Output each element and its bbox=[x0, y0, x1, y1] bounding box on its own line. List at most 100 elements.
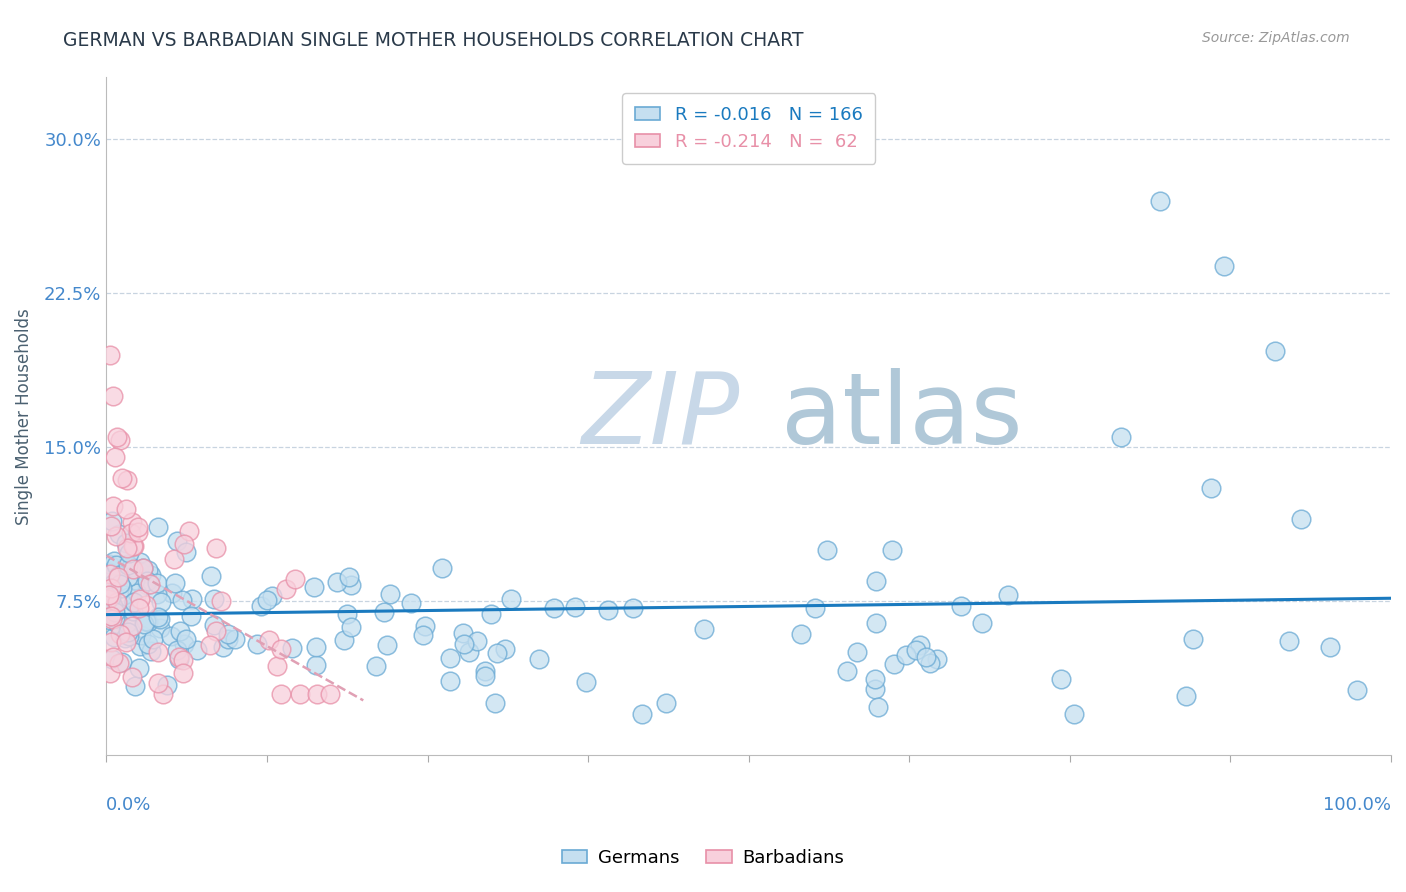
Point bbox=[117, 629, 139, 643]
Point bbox=[209, 594, 232, 608]
Point bbox=[412, 628, 434, 642]
Point bbox=[543, 601, 565, 615]
Point bbox=[100, 591, 122, 605]
Point bbox=[997, 589, 1019, 603]
Text: Source: ZipAtlas.com: Source: ZipAtlas.com bbox=[1202, 31, 1350, 45]
Point bbox=[98, 588, 121, 602]
Point bbox=[333, 632, 356, 647]
Point bbox=[107, 570, 129, 584]
Point bbox=[1174, 689, 1197, 703]
Point bbox=[128, 661, 150, 675]
Point bbox=[970, 615, 993, 630]
Point bbox=[249, 599, 271, 614]
Point bbox=[174, 632, 197, 647]
Point bbox=[1063, 707, 1085, 722]
Point bbox=[439, 650, 461, 665]
Point bbox=[174, 545, 197, 559]
Point bbox=[465, 634, 488, 648]
Point bbox=[120, 526, 142, 541]
Point bbox=[146, 645, 169, 659]
Point bbox=[117, 558, 139, 572]
Point bbox=[110, 627, 132, 641]
Point bbox=[904, 643, 927, 657]
Point bbox=[494, 641, 516, 656]
Point bbox=[186, 643, 208, 657]
Point bbox=[180, 609, 202, 624]
Point bbox=[97, 589, 120, 603]
Point bbox=[131, 560, 153, 574]
Point bbox=[101, 389, 124, 403]
Point bbox=[815, 543, 838, 558]
Point bbox=[115, 616, 138, 631]
Point bbox=[790, 627, 813, 641]
Point bbox=[1319, 640, 1341, 654]
Point bbox=[100, 634, 122, 648]
Point bbox=[115, 536, 138, 550]
Point bbox=[97, 565, 120, 579]
Point bbox=[135, 574, 157, 588]
Point bbox=[179, 524, 201, 538]
Point bbox=[655, 696, 678, 710]
Point bbox=[115, 473, 138, 487]
Point bbox=[100, 609, 122, 624]
Point bbox=[169, 624, 191, 638]
Point bbox=[915, 649, 938, 664]
Point bbox=[121, 515, 143, 529]
Point bbox=[100, 612, 122, 626]
Point bbox=[453, 637, 475, 651]
Point bbox=[150, 595, 173, 609]
Point bbox=[266, 658, 288, 673]
Point bbox=[575, 675, 598, 690]
Point bbox=[173, 537, 195, 551]
Point bbox=[598, 602, 620, 616]
Point bbox=[920, 656, 942, 670]
Point bbox=[474, 664, 496, 678]
Point bbox=[128, 564, 150, 578]
Point bbox=[167, 650, 190, 665]
Point bbox=[98, 596, 121, 610]
Point bbox=[107, 568, 129, 582]
Point bbox=[172, 653, 194, 667]
Y-axis label: Single Mother Households: Single Mother Households bbox=[15, 308, 32, 524]
Point bbox=[377, 638, 399, 652]
Point bbox=[108, 656, 131, 670]
Point bbox=[202, 592, 225, 607]
Point bbox=[804, 600, 827, 615]
Text: atlas: atlas bbox=[780, 368, 1022, 465]
Point bbox=[100, 581, 122, 595]
Point bbox=[280, 640, 302, 655]
Point bbox=[865, 574, 887, 588]
Point bbox=[305, 640, 328, 655]
Point bbox=[129, 640, 152, 654]
Point bbox=[202, 618, 225, 632]
Point bbox=[882, 543, 904, 558]
Point bbox=[1278, 633, 1301, 648]
Point bbox=[925, 652, 948, 666]
Point bbox=[120, 622, 142, 636]
Point bbox=[865, 615, 887, 630]
Point bbox=[1346, 682, 1368, 697]
Point bbox=[863, 672, 886, 686]
Point bbox=[101, 599, 124, 614]
Point bbox=[146, 676, 169, 690]
Point bbox=[319, 687, 342, 701]
Point bbox=[121, 539, 143, 553]
Point bbox=[139, 643, 162, 657]
Point bbox=[458, 645, 481, 659]
Point bbox=[139, 567, 162, 582]
Point bbox=[631, 707, 654, 722]
Point bbox=[127, 524, 149, 539]
Point bbox=[135, 598, 157, 612]
Point bbox=[128, 601, 150, 615]
Point bbox=[883, 657, 905, 672]
Point bbox=[835, 664, 858, 678]
Point bbox=[1182, 632, 1205, 647]
Point bbox=[138, 563, 160, 577]
Point bbox=[224, 632, 246, 647]
Legend: R = -0.016   N = 166, R = -0.214   N =  62: R = -0.016 N = 166, R = -0.214 N = 62 bbox=[623, 94, 875, 163]
Point bbox=[162, 586, 184, 600]
Point bbox=[118, 546, 141, 560]
Point bbox=[166, 533, 188, 548]
Point bbox=[129, 591, 152, 606]
Point bbox=[172, 666, 194, 681]
